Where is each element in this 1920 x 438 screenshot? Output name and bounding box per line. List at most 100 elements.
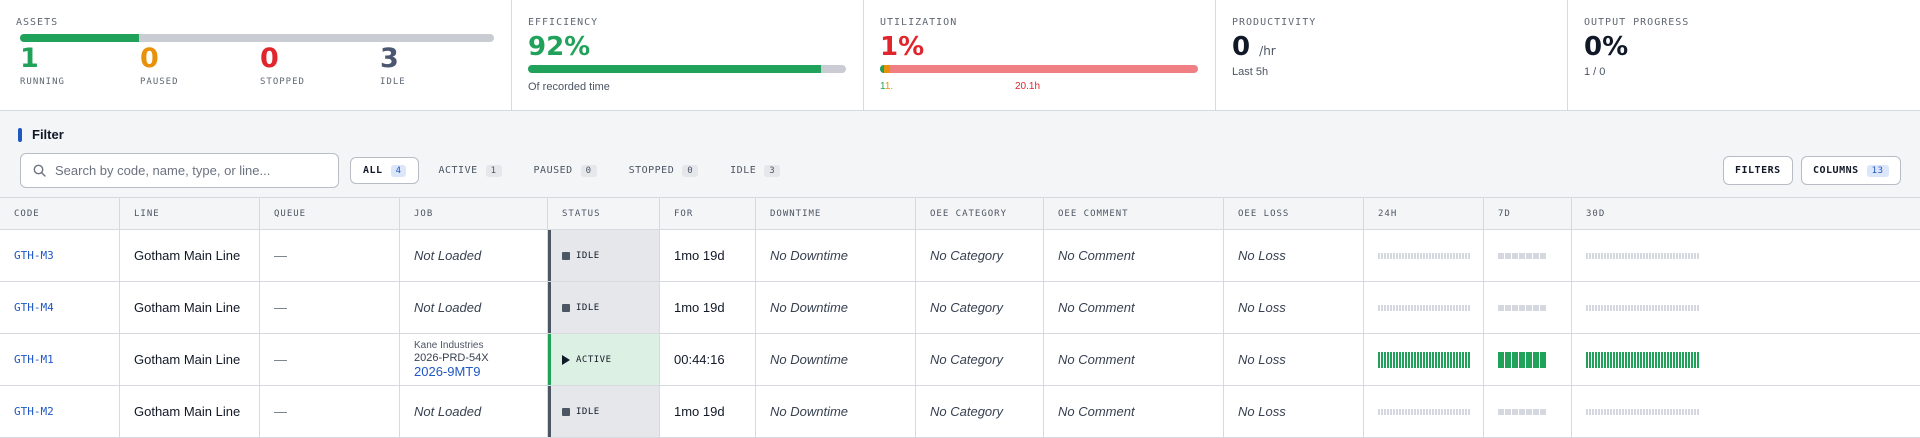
- output-value: 0%: [1584, 32, 1629, 62]
- table-row[interactable]: GTH-M2 Gotham Main Line — Not Loaded IDL…: [0, 386, 1920, 438]
- sparkline-bar: [1411, 304, 1413, 311]
- sparkline-bar: [1381, 351, 1383, 368]
- th-code[interactable]: CODE: [0, 198, 120, 229]
- sparkline-bar: [1628, 252, 1630, 259]
- sparkline-bar: [1691, 408, 1693, 415]
- sparkline-bar: [1625, 408, 1627, 415]
- oee-comment-cell: No Comment: [1044, 230, 1224, 281]
- sparkline-bar: [1432, 252, 1434, 259]
- oee-comment-cell: No Comment: [1044, 282, 1224, 333]
- search-box[interactable]: [20, 153, 339, 188]
- sparkline-bar: [1384, 304, 1386, 311]
- sparkline-bar: [1598, 252, 1600, 259]
- sparkline-bar: [1616, 351, 1618, 368]
- sparkline-bar: [1619, 304, 1621, 311]
- sparkline-24h: [1378, 351, 1470, 368]
- search-input[interactable]: [55, 163, 315, 178]
- asset-code-link[interactable]: GTH-M1: [14, 353, 54, 366]
- chip-all-count: 4: [390, 164, 407, 177]
- sparkline-bar: [1378, 304, 1380, 311]
- job-cell: Not Loaded: [400, 386, 548, 437]
- sparkline-bar: [1694, 304, 1696, 311]
- th-24h[interactable]: 24H: [1364, 198, 1484, 229]
- sparkline-bar: [1526, 351, 1532, 368]
- sparkline-bar: [1423, 408, 1425, 415]
- th-line[interactable]: LINE: [120, 198, 260, 229]
- sparkline-bar: [1697, 252, 1699, 259]
- sparkline-bar: [1598, 408, 1600, 415]
- sparkline-bar: [1586, 351, 1588, 368]
- sparkline-bar: [1505, 351, 1511, 368]
- code-cell: GTH-M2: [0, 386, 120, 437]
- columns-button[interactable]: COLUMNS 13: [1801, 156, 1901, 185]
- job-link[interactable]: 2026-9MT9: [414, 363, 481, 379]
- sparkline-bar: [1664, 408, 1666, 415]
- asset-code-link[interactable]: GTH-M4: [14, 301, 54, 314]
- th-job[interactable]: JOB: [400, 198, 548, 229]
- th-30d[interactable]: 30D: [1586, 208, 1606, 219]
- utilization-run-segment: [880, 65, 884, 73]
- idle-count: 3: [380, 43, 399, 74]
- code-cell: GTH-M1: [0, 334, 120, 385]
- sparkline-bar: [1405, 408, 1407, 415]
- sparkline-bar: [1634, 252, 1636, 259]
- sparkline-7d: [1498, 304, 1546, 311]
- chip-all[interactable]: ALL 4: [350, 157, 420, 184]
- chip-paused-count: 0: [580, 164, 597, 177]
- output-caption: 1 / 0: [1584, 66, 1606, 78]
- play-icon: [562, 354, 570, 365]
- sparkline-bar: [1417, 252, 1419, 259]
- sparkline-bar: [1673, 252, 1675, 259]
- sparkline-bar: [1697, 408, 1699, 415]
- th-queue[interactable]: QUEUE: [260, 198, 400, 229]
- output-card: OUTPUT PROGRESS 0% 1 / 0: [1568, 0, 1920, 110]
- line-cell: Gotham Main Line: [120, 282, 260, 333]
- sparkline-bar: [1432, 408, 1434, 415]
- sparkline-bar: [1396, 252, 1398, 259]
- table-row[interactable]: GTH-M3 Gotham Main Line — Not Loaded IDL…: [0, 230, 1920, 282]
- th-for[interactable]: FOR: [660, 198, 756, 229]
- sparkline-bar: [1658, 304, 1660, 311]
- line-cell: Gotham Main Line: [120, 386, 260, 437]
- sparkline-bar: [1420, 351, 1422, 368]
- oee-category-cell: No Category: [916, 334, 1044, 385]
- asset-code-link[interactable]: GTH-M2: [14, 405, 54, 418]
- filter-accent: [18, 127, 22, 142]
- sparkline-bar: [1658, 351, 1660, 368]
- sparkline-bar: [1468, 408, 1470, 415]
- sparkline-bar: [1640, 304, 1642, 311]
- utilization-left-note: 11.: [880, 81, 893, 92]
- table-row[interactable]: GTH-M1 Gotham Main Line — Kane Industrie…: [0, 334, 1920, 386]
- sparkline-bar: [1652, 351, 1654, 368]
- sparkline-bar: [1526, 408, 1532, 415]
- sparkline-bar: [1456, 304, 1458, 311]
- utilization-bar: [880, 65, 1198, 73]
- sparkline-bar: [1459, 408, 1461, 415]
- filters-button[interactable]: FILTERS: [1723, 156, 1793, 185]
- search-icon: [33, 164, 46, 177]
- chip-stopped[interactable]: STOPPED 0: [616, 157, 712, 184]
- th-oee-loss[interactable]: OEE LOSS: [1224, 198, 1364, 229]
- sparkline-bar: [1607, 304, 1609, 311]
- utilization-card: UTILIZATION 1% 11. 20.1h: [864, 0, 1216, 110]
- chip-active[interactable]: ACTIVE 1: [425, 157, 514, 184]
- chip-paused[interactable]: PAUSED 0: [521, 157, 610, 184]
- th-status[interactable]: STATUS: [548, 198, 660, 229]
- asset-code-link[interactable]: GTH-M3: [14, 249, 54, 262]
- th-downtime[interactable]: DOWNTIME: [756, 198, 916, 229]
- th-7d[interactable]: 7D: [1484, 198, 1572, 229]
- stop-icon: [562, 407, 570, 416]
- sparkline-bar: [1533, 351, 1539, 368]
- sparkline-bar: [1426, 351, 1428, 368]
- sparkline-bar: [1399, 304, 1401, 311]
- sparkline-bar: [1414, 304, 1416, 311]
- th-oee-comment[interactable]: OEE COMMENT: [1044, 198, 1224, 229]
- sparkline-bar: [1526, 304, 1532, 311]
- chip-idle[interactable]: IDLE 3: [717, 157, 793, 184]
- status-badge: IDLE: [562, 407, 600, 417]
- th-oee-category[interactable]: OEE CATEGORY: [916, 198, 1044, 229]
- sparkline-bar: [1649, 304, 1651, 311]
- table-row[interactable]: GTH-M4 Gotham Main Line — Not Loaded IDL…: [0, 282, 1920, 334]
- assets-idle: 3 IDLE: [380, 43, 406, 88]
- sparkline-bar: [1685, 252, 1687, 259]
